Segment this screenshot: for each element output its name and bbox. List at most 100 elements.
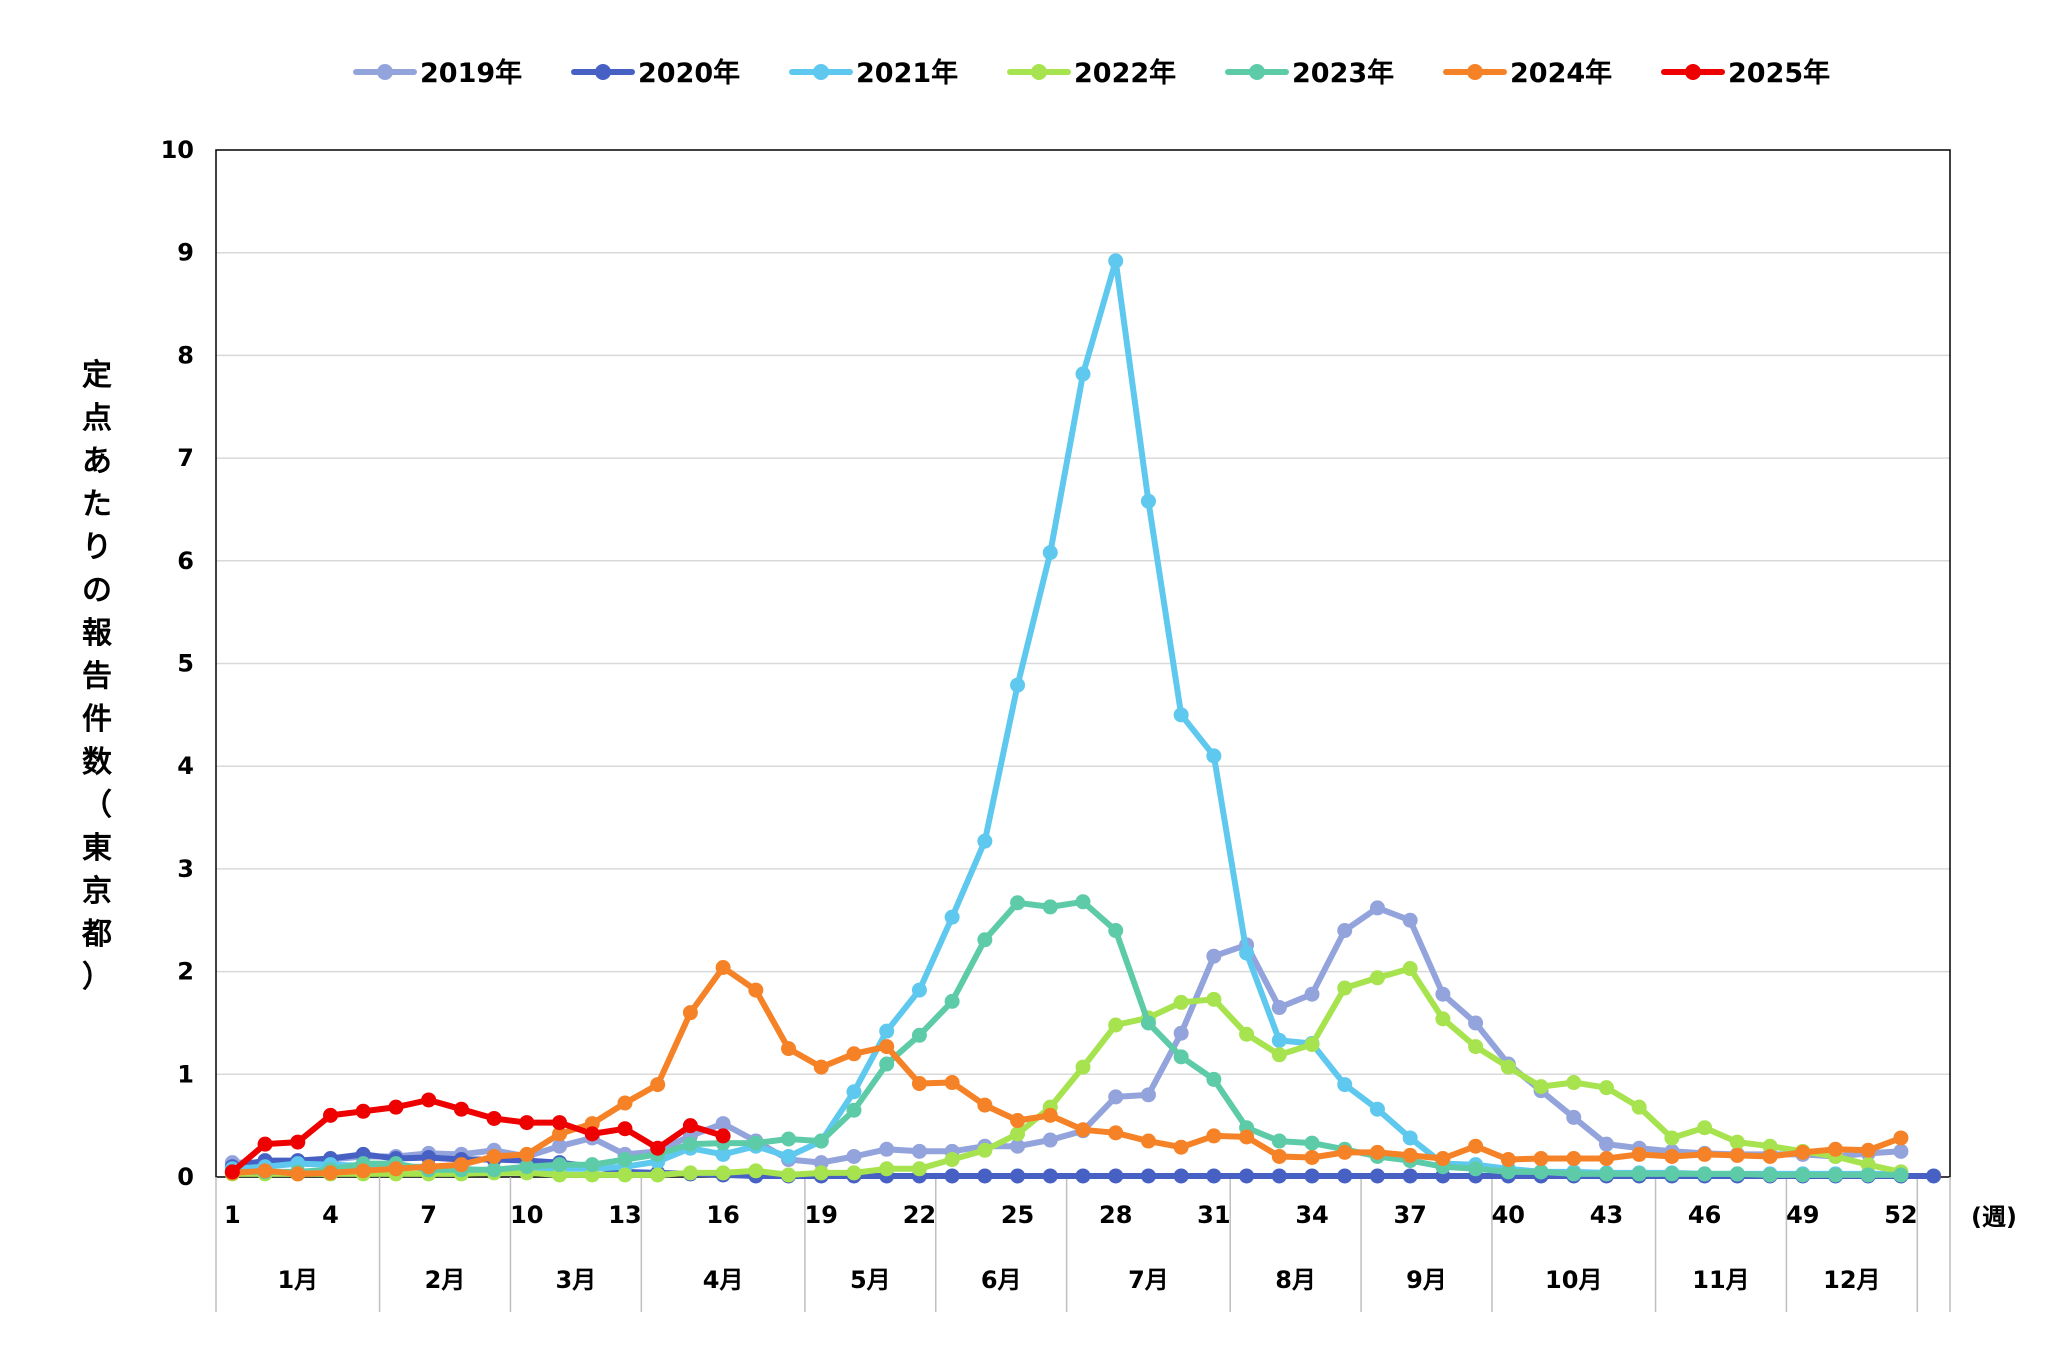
data-point: [1075, 894, 1091, 910]
x-tick-label: 46: [1688, 1201, 1721, 1229]
legend-label: 2020年: [638, 57, 740, 89]
data-point: [1042, 1132, 1058, 1148]
data-point: [1468, 1015, 1484, 1031]
data-point: [1369, 1168, 1385, 1184]
series-line: [229, 898, 1904, 1178]
series-2019年: [224, 900, 1909, 1171]
data-point: [552, 1138, 568, 1154]
series-line: [229, 964, 1904, 1177]
data-point: [552, 1126, 568, 1142]
data-point: [1566, 1151, 1582, 1167]
month-label: 4月: [703, 1266, 744, 1294]
data-point: [1108, 253, 1124, 269]
data-point: [781, 1148, 797, 1164]
x-tick-label: 25: [1001, 1201, 1034, 1229]
data-point: [1271, 1148, 1287, 1164]
x-tick-label: 10: [510, 1201, 543, 1229]
x-tick-label: 40: [1492, 1201, 1525, 1229]
data-point: [1598, 1136, 1614, 1152]
data-point: [1697, 1120, 1713, 1136]
data-point: [650, 1077, 666, 1093]
gridlines: [216, 251, 1950, 1076]
legend-label: 2023年: [1292, 57, 1394, 89]
data-point: [1435, 1011, 1451, 1027]
data-point: [977, 932, 993, 948]
month-label: 12月: [1823, 1266, 1880, 1294]
data-point: [1827, 1141, 1843, 1157]
data-point: [1042, 899, 1058, 915]
data-point: [1337, 923, 1353, 939]
data-point: [944, 909, 960, 925]
data-point: [1533, 1164, 1549, 1180]
data-point: [388, 1161, 404, 1177]
data-point: [1010, 895, 1026, 911]
data-point: [1206, 748, 1222, 764]
y-tick-label: 1: [177, 1060, 194, 1088]
x-tick-label: 1: [224, 1201, 241, 1229]
x-tick-label: 13: [608, 1201, 641, 1229]
data-point: [1664, 1166, 1680, 1182]
data-point: [1010, 677, 1026, 693]
data-point: [1075, 1059, 1091, 1075]
data-point: [911, 1027, 927, 1043]
data-point: [813, 1165, 829, 1181]
data-point: [715, 1146, 731, 1162]
y-tick-label: 8: [177, 341, 194, 369]
y-axis-label: 定点あたりの報告件数（東京都）: [81, 358, 113, 995]
y-tick-label: 0: [177, 1163, 194, 1191]
data-point: [486, 1162, 502, 1178]
y-tick-label: 3: [177, 855, 194, 883]
data-point: [1697, 1166, 1713, 1182]
data-point: [682, 1165, 698, 1181]
data-point: [1402, 961, 1418, 977]
data-point: [1206, 1168, 1222, 1184]
legend-label: 2019年: [420, 57, 522, 89]
data-point: [519, 1115, 535, 1131]
data-point: [1729, 1147, 1745, 1163]
month-label: 6月: [981, 1266, 1022, 1294]
data-point: [977, 1168, 993, 1184]
data-point: [813, 1133, 829, 1149]
data-point: [486, 1148, 502, 1164]
data-point: [879, 1141, 895, 1157]
y-axis-ticks: 0 1 2 3 4 5 6 7 8 9 10: [161, 136, 194, 1191]
x-tick-label: 52: [1884, 1201, 1917, 1229]
data-point: [1762, 1167, 1778, 1183]
data-point: [1140, 493, 1156, 509]
data-point: [519, 1159, 535, 1175]
x-tick-label: 37: [1393, 1201, 1426, 1229]
data-point: [1664, 1148, 1680, 1164]
data-point: [1598, 1080, 1614, 1096]
data-point: [715, 1116, 731, 1132]
data-point: [977, 1097, 993, 1113]
data-point: [715, 1165, 731, 1181]
legend-marker: [1249, 64, 1265, 80]
data-point: [1239, 1129, 1255, 1145]
x-tick-label: 43: [1590, 1201, 1623, 1229]
series-line: [229, 965, 1904, 1178]
data-point: [650, 1167, 666, 1183]
data-point: [421, 1092, 437, 1108]
data-point: [1631, 1166, 1647, 1182]
series-2021年: [224, 253, 1909, 1182]
data-point: [1239, 1026, 1255, 1042]
data-point: [1108, 1089, 1124, 1105]
data-point: [748, 982, 764, 998]
data-point: [1729, 1166, 1745, 1182]
data-point: [519, 1146, 535, 1162]
data-point: [1500, 1164, 1516, 1180]
data-point: [1271, 1168, 1287, 1184]
data-point: [552, 1115, 568, 1131]
data-point: [846, 1102, 862, 1118]
data-point: [911, 982, 927, 998]
data-point: [617, 1121, 633, 1137]
data-point: [355, 1103, 371, 1119]
data-point: [584, 1116, 600, 1132]
data-point: [1402, 1168, 1418, 1184]
data-point: [1337, 1168, 1353, 1184]
data-point: [1533, 1079, 1549, 1095]
data-point: [1598, 1151, 1614, 1167]
data-point: [1206, 1128, 1222, 1144]
data-point: [1566, 1075, 1582, 1091]
legend-marker: [813, 64, 829, 80]
